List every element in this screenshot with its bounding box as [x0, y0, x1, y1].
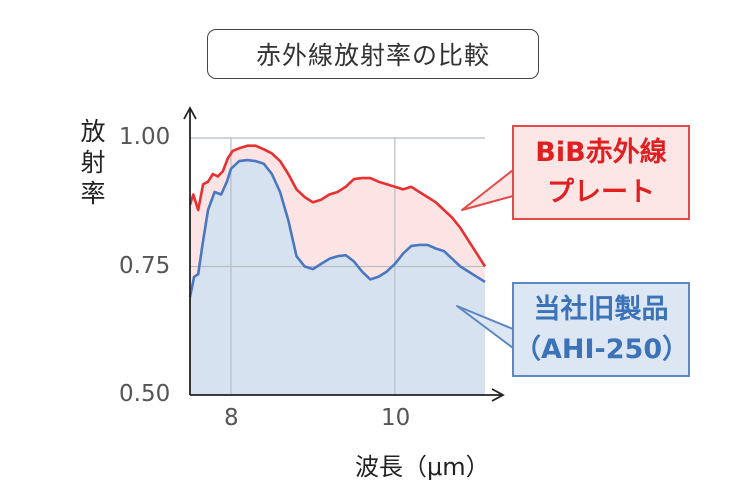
x-axis-arrow: [491, 388, 505, 402]
y-axis-label: 放 射 率: [78, 116, 108, 209]
y-tick-label: 1.00: [119, 124, 171, 150]
y-axis-label-char: 率: [80, 179, 106, 208]
y-tick-label: 0.75: [119, 253, 171, 279]
chart-title-text: 赤外線放射率の比較: [255, 41, 490, 70]
x-axis-label: 波長（μm）: [355, 453, 490, 481]
old-product-line: [188, 158, 486, 298]
legend-old-product-line: （AHI-250）: [514, 333, 690, 365]
y-tick-label: 0.50: [119, 381, 171, 407]
y-axis-label-char: 放: [80, 117, 106, 146]
legend-bib-line: プレート: [547, 176, 655, 208]
x-tick-label: 10: [381, 405, 411, 431]
old-product-area: [190, 160, 485, 395]
bib-line: [188, 144, 487, 268]
legend-callout-old-product: 当社旧製品 （AHI-250）: [512, 282, 690, 377]
legend-bib-line: BiB赤外線: [535, 136, 667, 168]
chart-title: 赤外線放射率の比較: [207, 29, 539, 79]
bib-callout-pointer: [461, 169, 514, 211]
legend-callout-bib: BiB赤外線 プレート: [512, 125, 690, 220]
y-axis-label-char: 射: [80, 148, 106, 177]
x-tick-label: 8: [224, 405, 239, 431]
legend-old-product-line: 当社旧製品: [533, 293, 669, 325]
y-axis-arrow: [183, 106, 197, 120]
